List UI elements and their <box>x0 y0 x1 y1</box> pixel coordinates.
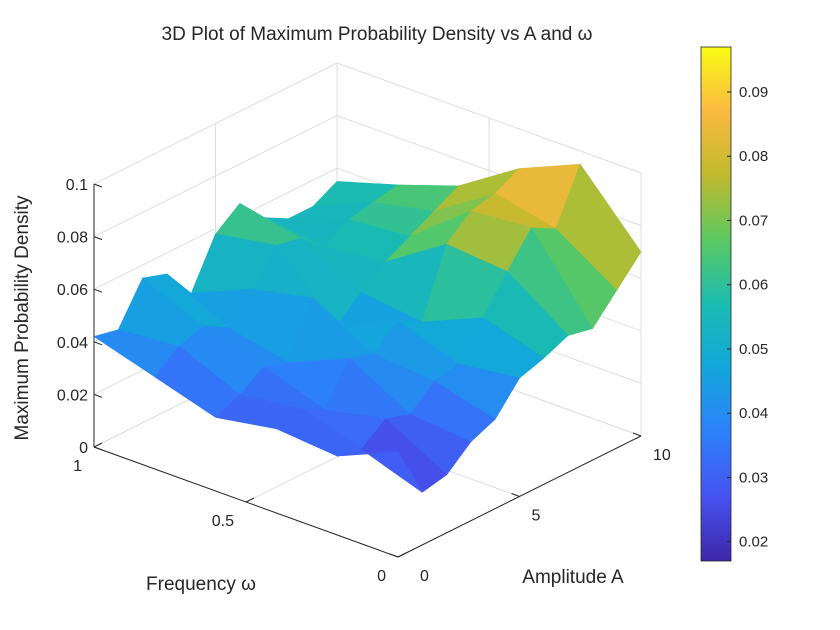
colorbar-tick-label: 0.07 <box>739 212 768 229</box>
x-tick <box>389 553 399 558</box>
y-tick-label: 0 <box>377 568 386 585</box>
z-tick <box>93 236 103 241</box>
z-tick <box>93 393 103 398</box>
colorbar-tick-label: 0.04 <box>739 405 768 422</box>
y-tick <box>397 552 407 558</box>
z-axis-label: Maximum Probability Density <box>12 195 33 440</box>
z-tick-label: 0.1 <box>66 177 88 194</box>
z-tick-label: 0 <box>79 440 88 457</box>
colorbar-gradient <box>700 46 732 562</box>
y-tick <box>245 497 255 503</box>
y-axis-label: Frequency ω <box>146 574 256 595</box>
colorbar: 0.02 0.03 0.04 0.05 0.06 0.07 0.08 0.09 <box>700 46 768 562</box>
colorbar-tick-label: 0.06 <box>739 277 768 294</box>
x-tick <box>511 493 520 497</box>
z-tick <box>93 183 103 188</box>
z-tick <box>93 446 103 451</box>
y-tick-label: 1 <box>73 458 82 475</box>
y-tick <box>93 442 103 448</box>
z-tick-label: 0.06 <box>57 282 88 299</box>
x-tick-label: 10 <box>653 447 671 464</box>
x-tick-label: 5 <box>532 508 541 525</box>
x-axis-label: Amplitude A <box>522 567 624 588</box>
colorbar-tick-label: 0.09 <box>739 84 768 101</box>
colorbar-tick-label: 0.05 <box>739 341 768 358</box>
colorbar-tick-label: 0.03 <box>739 469 768 486</box>
z-tick <box>93 341 103 346</box>
chart-title: 3D Plot of Maximum Probability Density v… <box>162 24 593 45</box>
x-tick <box>632 432 642 437</box>
colorbar-tick-label: 0.02 <box>739 534 768 551</box>
surface-patch <box>337 448 423 493</box>
surface <box>93 163 642 493</box>
z-tick-label: 0.04 <box>57 335 88 352</box>
y-tick-label: 0.5 <box>212 513 234 530</box>
x-tick-label: 0 <box>420 568 429 585</box>
colorbar-tick-label: 0.08 <box>739 148 768 165</box>
z-tick-label: 0.08 <box>57 230 88 247</box>
z-tick <box>93 288 103 293</box>
z-tick-label: 0.02 <box>57 387 88 404</box>
